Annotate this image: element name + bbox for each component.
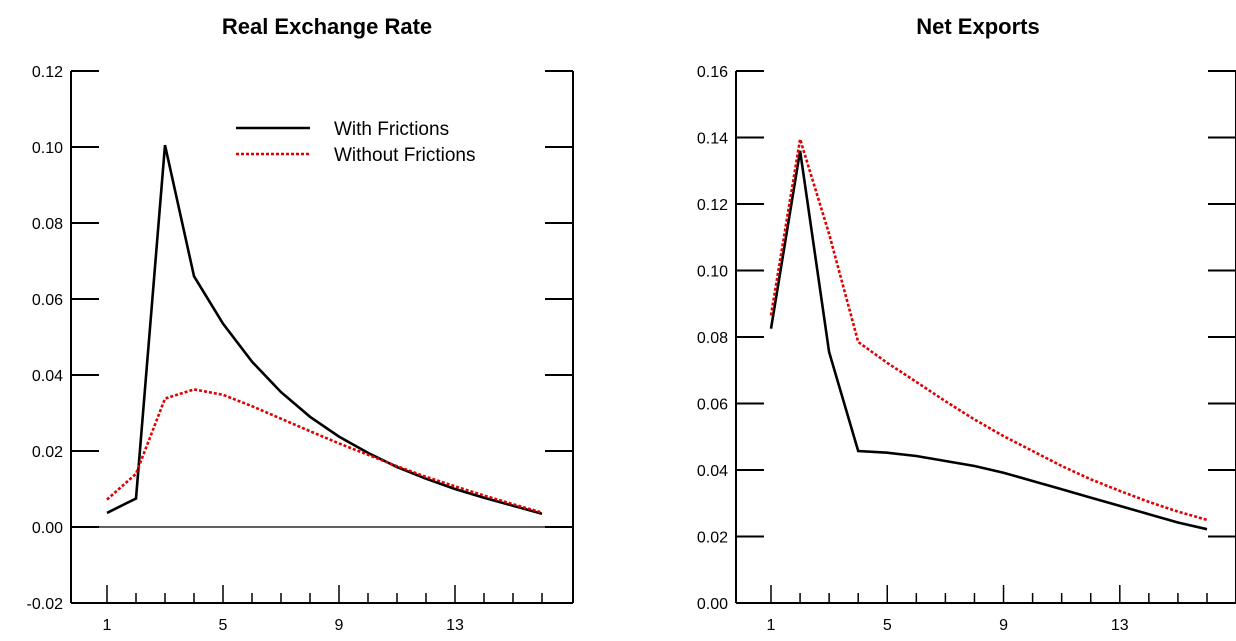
legend-label-without-frictions: Without Frictions	[334, 145, 475, 166]
y-tick-label: -0.02	[27, 596, 64, 613]
x-tick-label: 5	[883, 617, 892, 634]
y-tick-label: 0.10	[32, 140, 63, 157]
y-tick-label: 0.12	[32, 64, 63, 81]
chart-net-exports: Net Exports 0.00 0.02 0.04 0.06 0.08 0.10 0.12 0…	[697, 14, 1236, 634]
series-line-without-frictions	[106, 388, 543, 514]
series-line-without-frictions	[769, 138, 1208, 522]
y-tick-label: 0.16	[697, 64, 728, 81]
x-tick-label: 13	[1111, 617, 1129, 634]
x-tick-label: 5	[219, 617, 228, 634]
x-tick-label: 1	[103, 617, 112, 634]
series-line-with-frictions	[106, 144, 543, 515]
y-tick-label: 0.08	[697, 330, 728, 347]
y-tick-label: 0.06	[32, 292, 63, 309]
x-tick-label: 13	[446, 617, 464, 634]
y-tick-label: 0.00	[697, 596, 728, 613]
x-tick-label: 9	[335, 617, 344, 634]
chart-real-exchange-rate: Real Exchange Rate -0.02 0.00 0.02 0.04 0.06 0…	[27, 14, 574, 634]
y-tick-label: 0.04	[32, 368, 63, 385]
y-tick-label: 0.04	[697, 463, 728, 480]
y-tick-label: 0.10	[697, 264, 728, 281]
y-tick-label: 0.14	[697, 131, 728, 148]
y-tick-label: 0.06	[697, 397, 728, 414]
y-tick-label: 0.02	[32, 444, 63, 461]
x-tick-label: 9	[999, 617, 1008, 634]
y-tick-label: 0.12	[697, 197, 728, 214]
series-line-with-frictions	[769, 150, 1208, 531]
y-tick-label: 0.02	[697, 530, 728, 547]
y-tick-label: 0.00	[32, 520, 63, 537]
x-tick-label: 1	[767, 617, 776, 634]
y-tick-label: 0.08	[32, 216, 63, 233]
legend-label-with-frictions: With Frictions	[334, 119, 449, 140]
chart-title: Net Exports	[916, 14, 1039, 39]
chart-title: Real Exchange Rate	[222, 14, 432, 39]
